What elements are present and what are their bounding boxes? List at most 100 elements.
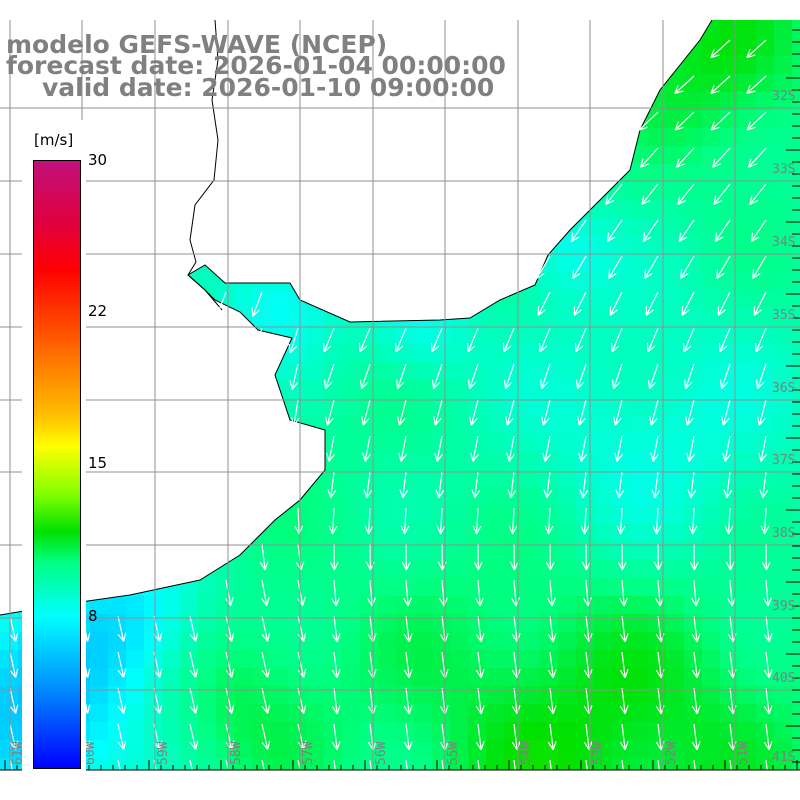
wind-arrow (722, 435, 731, 462)
speed-cell (684, 668, 702, 686)
speed-cell (756, 146, 774, 164)
speed-cell (792, 578, 800, 596)
speed-cell (630, 488, 648, 506)
speed-cell (720, 74, 738, 92)
speed-cell (792, 668, 800, 686)
wind-arrow (652, 507, 662, 535)
speed-cell (198, 722, 216, 740)
speed-cell (792, 236, 800, 254)
lon-label: 59W (156, 741, 171, 765)
speed-cell (288, 506, 306, 524)
speed-cell (378, 362, 396, 380)
wind-arrow (577, 399, 587, 426)
speed-cell (720, 128, 738, 146)
speed-cell (594, 686, 612, 704)
speed-cell (540, 506, 558, 524)
speed-cell (684, 542, 702, 560)
speed-cell (594, 596, 612, 614)
wind-arrow (639, 147, 659, 168)
speed-cell (756, 74, 774, 92)
speed-cell (792, 560, 800, 578)
wind-arrow (615, 471, 625, 499)
speed-cell (126, 650, 144, 668)
speed-cell (486, 704, 504, 722)
speed-cell (504, 686, 522, 704)
speed-cell (630, 344, 648, 362)
wind-arrow (642, 219, 659, 242)
speed-cell (558, 326, 576, 344)
speed-cell (414, 506, 432, 524)
speed-cell (414, 614, 432, 632)
speed-cell (468, 668, 486, 686)
speed-cell (378, 686, 396, 704)
speed-cell (306, 488, 324, 506)
wind-arrow (653, 543, 663, 571)
speed-cell (522, 344, 540, 362)
speed-cell (666, 578, 684, 596)
wind-arrow (547, 723, 557, 751)
speed-cell (360, 362, 378, 380)
speed-cell (594, 578, 612, 596)
speed-cell (702, 614, 720, 632)
speed-cell (414, 668, 432, 686)
speed-cell (756, 632, 774, 650)
speed-cell (702, 632, 720, 650)
speed-cell (756, 236, 774, 254)
speed-cell (252, 650, 270, 668)
speed-cell (594, 452, 612, 470)
speed-cell (306, 740, 324, 758)
wind-arrow (189, 723, 199, 750)
wind-arrow (763, 723, 773, 751)
speed-cell (684, 380, 702, 398)
wind-arrow (398, 435, 407, 462)
speed-cell (756, 686, 774, 704)
speed-cell (108, 614, 126, 632)
speed-cell (792, 290, 800, 308)
speed-cell (774, 506, 792, 524)
speed-cell (666, 596, 684, 614)
colorbar-tick-8: 8 (88, 607, 98, 625)
wind-arrow (574, 327, 587, 353)
speed-cell (684, 488, 702, 506)
speed-cell (576, 614, 594, 632)
wind-arrow (367, 759, 377, 787)
speed-cell (702, 542, 720, 560)
wind-arrow (117, 759, 127, 786)
speed-cell (666, 686, 684, 704)
speed-cell (594, 272, 612, 290)
speed-cell (288, 650, 306, 668)
speed-cell (306, 524, 324, 542)
wind-arrow (403, 651, 413, 679)
speed-cell (306, 506, 324, 524)
speed-cell (468, 380, 486, 398)
speed-cell (720, 722, 738, 740)
speed-cell (792, 164, 800, 182)
speed-cell (738, 92, 756, 110)
speed-cell (558, 488, 576, 506)
speed-cell (756, 578, 774, 596)
speed-cell (666, 488, 684, 506)
speed-cell (720, 38, 738, 56)
speed-cell (486, 434, 504, 452)
speed-cell (324, 650, 342, 668)
wind-arrow (647, 363, 659, 390)
lat-label: 41S (772, 750, 795, 765)
speed-cell (288, 614, 306, 632)
lon-label: 60W (83, 741, 98, 765)
wind-arrow (619, 687, 629, 715)
speed-cell (666, 452, 684, 470)
speed-cell (630, 632, 648, 650)
speed-cell (396, 506, 414, 524)
speed-cell (180, 650, 198, 668)
speed-cell (540, 308, 558, 326)
speed-cell (720, 20, 738, 38)
wind-arrow (475, 687, 485, 715)
speed-cell (324, 686, 342, 704)
wind-arrow (674, 111, 695, 131)
speed-cell (558, 434, 576, 452)
speed-cell (486, 326, 504, 344)
speed-cell (702, 362, 720, 380)
colorbar-tick-15: 15 (88, 454, 108, 472)
speed-cell (90, 668, 108, 686)
speed-cell (792, 632, 800, 650)
